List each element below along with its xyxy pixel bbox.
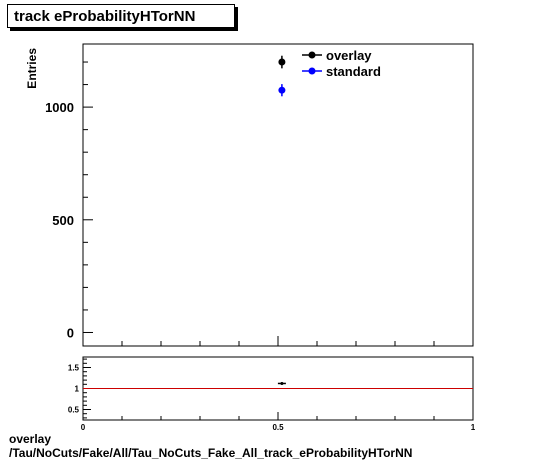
ratio-plot: 0.511.500.51track eProbabilityHTorNN bbox=[68, 356, 476, 430]
ratio-point bbox=[280, 381, 284, 385]
y-tick-label: 0 bbox=[67, 325, 74, 340]
y-tick-label: 1000 bbox=[45, 100, 74, 115]
legend-marker bbox=[308, 51, 316, 59]
y-tick-label: 500 bbox=[52, 213, 74, 228]
footer-label: overlay bbox=[9, 432, 52, 446]
ratio-x-tick-label: 0 bbox=[81, 423, 86, 430]
data-point bbox=[278, 86, 286, 94]
ratio-x-tick-label: 0.5 bbox=[272, 423, 284, 430]
ratio-y-tick-label: 1 bbox=[75, 385, 80, 394]
y-axis-label: Entries bbox=[25, 48, 39, 89]
legend-entry: standard bbox=[326, 64, 381, 79]
legend-marker bbox=[308, 67, 316, 75]
legend-entry: overlay bbox=[326, 48, 372, 63]
ratio-y-tick-label: 1.5 bbox=[68, 364, 80, 373]
footer-path: /Tau/NoCuts/Fake/All/Tau_NoCuts_Fake_All… bbox=[9, 446, 413, 460]
data-point bbox=[278, 58, 286, 66]
ratio-y-tick-label: 0.5 bbox=[68, 406, 80, 415]
ratio-x-tick-label: 1 bbox=[471, 423, 476, 430]
title-box: track eProbabilityHTorNN bbox=[7, 4, 235, 28]
chart-title: track eProbabilityHTorNN bbox=[14, 8, 196, 25]
main-frame bbox=[82, 43, 474, 347]
